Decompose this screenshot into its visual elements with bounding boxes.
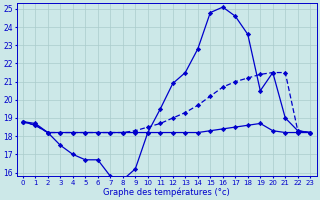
X-axis label: Graphe des températures (°c): Graphe des températures (°c) xyxy=(103,187,230,197)
